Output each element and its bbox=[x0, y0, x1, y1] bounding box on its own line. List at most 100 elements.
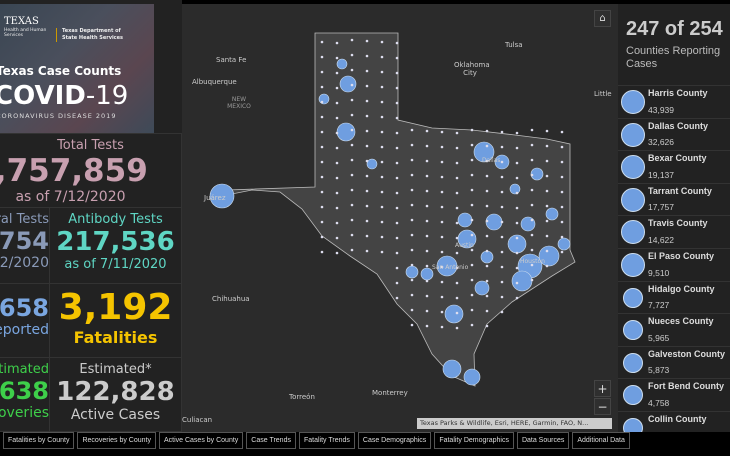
county-case-dot[interactable] bbox=[485, 324, 489, 328]
county-case-dot[interactable] bbox=[470, 188, 474, 192]
county-case-dot[interactable] bbox=[440, 250, 444, 254]
county-case-dot[interactable] bbox=[530, 233, 534, 237]
county-case-dot[interactable] bbox=[380, 160, 384, 164]
county-case-dot[interactable] bbox=[545, 249, 549, 253]
county-case-dot[interactable] bbox=[395, 206, 399, 210]
county-case-dot[interactable] bbox=[500, 145, 504, 149]
county-case-dot[interactable] bbox=[380, 70, 384, 74]
zoom-in-button[interactable]: + bbox=[594, 380, 611, 397]
county-case-dot[interactable] bbox=[455, 221, 459, 225]
county-case-dot[interactable] bbox=[365, 54, 369, 58]
county-case-dot[interactable] bbox=[365, 39, 369, 43]
county-case-dot[interactable] bbox=[500, 295, 504, 299]
county-case-dot[interactable] bbox=[538, 245, 560, 267]
county-case-dot[interactable] bbox=[530, 128, 534, 132]
county-case-dot[interactable] bbox=[515, 146, 519, 150]
county-case-dot[interactable] bbox=[395, 236, 399, 240]
county-case-dot[interactable] bbox=[395, 281, 399, 285]
county-case-dot[interactable] bbox=[545, 189, 549, 193]
county-case-dot[interactable] bbox=[545, 264, 549, 268]
county-case-dot[interactable] bbox=[320, 235, 324, 239]
county-case-dot[interactable] bbox=[335, 191, 339, 195]
county-case-dot[interactable] bbox=[530, 278, 534, 282]
county-case-dot[interactable] bbox=[350, 203, 354, 207]
county-case-dot[interactable] bbox=[425, 174, 429, 178]
county-case-dot[interactable] bbox=[320, 85, 324, 89]
county-case-dot[interactable] bbox=[365, 189, 369, 193]
county-case-dot[interactable] bbox=[410, 143, 414, 147]
county-case-dot[interactable] bbox=[395, 296, 399, 300]
case-map[interactable]: Santa Fe Albuquerque NEW MEXICO Oklahoma… bbox=[182, 4, 618, 432]
county-case-dot[interactable] bbox=[365, 99, 369, 103]
county-case-dot[interactable] bbox=[440, 235, 444, 239]
county-case-dot[interactable] bbox=[515, 251, 519, 255]
county-case-dot[interactable] bbox=[440, 145, 444, 149]
county-case-dot[interactable] bbox=[380, 220, 384, 224]
county-case-dot[interactable] bbox=[350, 68, 354, 72]
county-case-dot[interactable] bbox=[485, 144, 489, 148]
county-case-dot[interactable] bbox=[545, 204, 549, 208]
tab-fatalities-by-county[interactable]: Fatalities by County bbox=[3, 432, 75, 449]
county-case-dot[interactable] bbox=[440, 205, 444, 209]
county-case-dot[interactable] bbox=[320, 115, 324, 119]
county-case-dot[interactable] bbox=[320, 160, 324, 164]
county-case-dot[interactable] bbox=[335, 101, 339, 105]
county-case-dot[interactable] bbox=[425, 294, 429, 298]
county-case-dot[interactable] bbox=[485, 264, 489, 268]
county-case-dot[interactable] bbox=[410, 128, 414, 132]
county-case-dot[interactable] bbox=[335, 251, 339, 255]
county-case-dot[interactable] bbox=[410, 263, 414, 267]
tab-case-trends[interactable]: Case Trends bbox=[246, 432, 296, 449]
county-case-dot[interactable] bbox=[380, 130, 384, 134]
county-case-dot[interactable] bbox=[515, 161, 519, 165]
county-list-item[interactable]: El Paso County 9,510 bbox=[618, 249, 730, 282]
county-case-dot[interactable] bbox=[425, 219, 429, 223]
county-case-dot[interactable] bbox=[335, 176, 339, 180]
tab-data-sources[interactable]: Data Sources bbox=[516, 432, 570, 449]
county-case-dot[interactable] bbox=[530, 263, 534, 267]
county-case-dot[interactable] bbox=[455, 161, 459, 165]
county-case-dot[interactable] bbox=[455, 131, 459, 135]
county-case-dot[interactable] bbox=[350, 128, 354, 132]
county-case-dot[interactable] bbox=[380, 205, 384, 209]
county-case-dot[interactable] bbox=[470, 263, 474, 267]
county-case-dot[interactable] bbox=[395, 101, 399, 105]
county-case-dot[interactable] bbox=[395, 191, 399, 195]
county-case-dot[interactable] bbox=[500, 310, 504, 314]
county-case-dot[interactable] bbox=[395, 266, 399, 270]
county-case-dot[interactable] bbox=[480, 250, 494, 264]
county-case-dot[interactable] bbox=[425, 144, 429, 148]
county-case-dot[interactable] bbox=[470, 323, 474, 327]
county-case-dot[interactable] bbox=[395, 116, 399, 120]
county-case-dot[interactable] bbox=[335, 41, 339, 45]
tab-active-cases-by-county[interactable]: Active Cases by County bbox=[158, 432, 244, 449]
county-case-dot[interactable] bbox=[365, 204, 369, 208]
county-case-dot[interactable] bbox=[440, 280, 444, 284]
county-case-dot[interactable] bbox=[545, 234, 549, 238]
county-list-item[interactable]: Galveston County 5,873 bbox=[618, 347, 730, 380]
county-case-dot[interactable] bbox=[395, 146, 399, 150]
county-case-dot[interactable] bbox=[515, 296, 519, 300]
county-case-dot[interactable] bbox=[425, 234, 429, 238]
county-case-dot[interactable] bbox=[410, 188, 414, 192]
county-case-dot[interactable] bbox=[515, 236, 519, 240]
county-case-dot[interactable] bbox=[335, 206, 339, 210]
county-case-dot[interactable] bbox=[335, 131, 339, 135]
county-case-dot[interactable] bbox=[320, 220, 324, 224]
county-case-dot[interactable] bbox=[440, 190, 444, 194]
county-case-dot[interactable] bbox=[350, 83, 354, 87]
county-case-dot[interactable] bbox=[425, 279, 429, 283]
county-case-dot[interactable] bbox=[366, 158, 378, 170]
county-list-item[interactable]: Harris County 43,939 bbox=[618, 86, 730, 119]
county-case-dot[interactable] bbox=[336, 122, 356, 142]
county-case-dot[interactable] bbox=[320, 40, 324, 44]
county-case-dot[interactable] bbox=[485, 159, 489, 163]
county-case-dot[interactable] bbox=[470, 293, 474, 297]
county-case-dot[interactable] bbox=[455, 176, 459, 180]
county-case-dot[interactable] bbox=[545, 219, 549, 223]
county-case-dot[interactable] bbox=[380, 145, 384, 149]
home-button[interactable]: ⌂ bbox=[594, 10, 611, 27]
county-case-dot[interactable] bbox=[530, 203, 534, 207]
county-case-dot[interactable] bbox=[320, 250, 324, 254]
zoom-out-button[interactable]: − bbox=[594, 398, 611, 415]
